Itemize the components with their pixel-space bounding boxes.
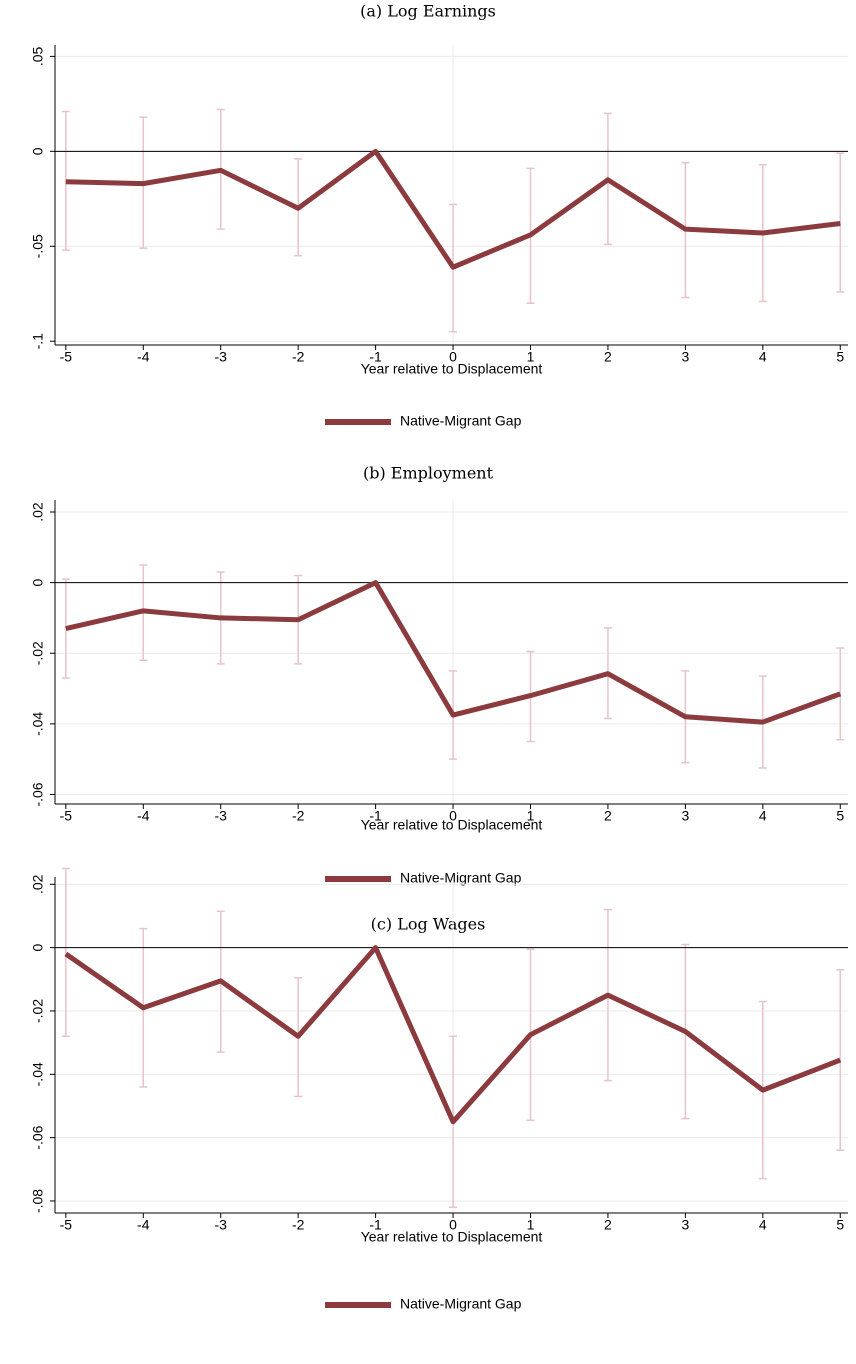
x-tick-label: -2 <box>292 349 305 365</box>
y-tick-label: -.02 <box>30 641 46 665</box>
legend-label: Native-Migrant Gap <box>400 1296 522 1312</box>
x-tick-label: 2 <box>604 1217 612 1233</box>
panel: (b) Employment -.06 -.04 -.02 0 .02 -5 -4 -3 -2 -1… <box>30 464 848 886</box>
x-tick-label: -1 <box>369 349 382 365</box>
x-tick-label: -3 <box>214 1217 227 1233</box>
x-tick-label: 0 <box>449 808 457 824</box>
x-tick-label: -2 <box>292 808 305 824</box>
x-tick-label: 0 <box>449 1217 457 1233</box>
y-tick-label: -.06 <box>30 1125 46 1149</box>
series-line <box>64 945 842 1125</box>
y-tick-label: .05 <box>30 46 46 66</box>
x-tick-label: 1 <box>527 808 535 824</box>
x-tick-label: -1 <box>369 1217 382 1233</box>
y-tick-label: -.04 <box>30 712 46 736</box>
error-bar <box>61 110 70 251</box>
x-axis-label: Year relative to Displacement <box>361 361 543 377</box>
legend-label: Native-Migrant Gap <box>400 413 522 429</box>
chart-title: (b) Employment <box>363 464 494 483</box>
y-tick-label: -.05 <box>30 234 46 258</box>
y-tick-label: -.08 <box>30 1189 46 1213</box>
series-line <box>65 580 842 725</box>
x-axis-label: Year relative to Displacement <box>361 1229 543 1245</box>
y-tick-label: .02 <box>30 502 46 522</box>
panel: (a) Log Earnings -.1 -.05 0 .05 -5 -4 -3 -2 -1 0 1 2… <box>30 2 848 429</box>
series-line <box>65 148 841 270</box>
x-tick-label: -3 <box>214 808 227 824</box>
y-tick-label: 0 <box>30 147 46 155</box>
y-tick-label: -.1 <box>30 333 46 350</box>
x-tick-label: -1 <box>369 808 382 824</box>
y-tick-label: 0 <box>30 944 46 952</box>
x-tick-label: -4 <box>137 349 150 365</box>
x-tick-label: 1 <box>527 349 535 365</box>
x-tick-label: 3 <box>681 808 689 824</box>
x-tick-label: -2 <box>292 1217 305 1233</box>
x-tick-label: 4 <box>759 1217 767 1233</box>
x-tick-label: 5 <box>836 1217 844 1233</box>
panel: (c) Log Wages -.08 -.06 -.04 -.02 0 .02 -5 -4 -3 -… <box>30 867 848 1312</box>
x-tick-label: 4 <box>759 808 767 824</box>
y-tick-label: -.02 <box>30 999 46 1023</box>
y-tick-label: -.04 <box>30 1062 46 1086</box>
x-tick-label: -5 <box>60 1217 73 1233</box>
x-tick-label: 2 <box>604 349 612 365</box>
x-tick-label: -5 <box>60 349 73 365</box>
y-tick-label: .02 <box>30 874 46 894</box>
x-tick-label: -3 <box>214 349 227 365</box>
error-bar <box>836 152 845 293</box>
x-tick-label: 0 <box>449 349 457 365</box>
error-bar <box>836 647 845 741</box>
x-tick-label: -5 <box>60 808 73 824</box>
x-tick-label: 3 <box>681 349 689 365</box>
y-tick-label: -.06 <box>30 782 46 806</box>
x-tick-label: 2 <box>604 808 612 824</box>
chart-title: (c) Log Wages <box>371 915 486 934</box>
x-tick-label: 4 <box>759 349 767 365</box>
x-tick-label: 1 <box>527 1217 535 1233</box>
x-tick-label: 5 <box>836 808 844 824</box>
x-tick-label: -4 <box>137 1217 150 1233</box>
legend-label: Native-Migrant Gap <box>400 870 522 886</box>
chart-title: (a) Log Earnings <box>360 2 496 21</box>
x-tick-label: 5 <box>836 349 844 365</box>
x-tick-label: 3 <box>681 1217 689 1233</box>
error-bar <box>61 867 70 1038</box>
x-axis-label: Year relative to Displacement <box>361 817 543 833</box>
x-tick-label: -4 <box>137 808 150 824</box>
y-tick-label: 0 <box>30 579 46 587</box>
